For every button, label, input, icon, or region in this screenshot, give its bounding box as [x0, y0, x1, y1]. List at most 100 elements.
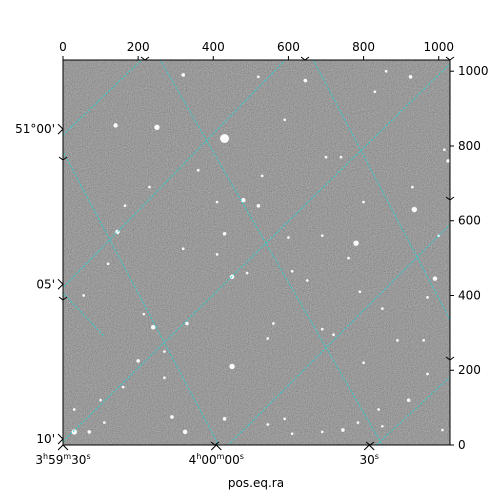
star: [220, 133, 230, 143]
star: [408, 75, 413, 79]
star: [222, 417, 227, 421]
dec-tick-mark: [57, 278, 64, 290]
star: [341, 428, 345, 432]
grid-line: [63, 62, 450, 443]
star: [229, 363, 235, 370]
star: [305, 279, 309, 282]
star: [283, 417, 287, 421]
grid-line: [63, 150, 220, 445]
right-y-tick-label: 800: [458, 139, 481, 153]
top-x-tick-label: 0: [59, 40, 67, 54]
star: [426, 372, 429, 376]
star: [381, 424, 384, 428]
grid-line: [312, 60, 450, 321]
top-x-tick-label: 400: [202, 40, 225, 54]
star: [356, 421, 360, 424]
star: [82, 294, 86, 297]
ra-tick-label: 3h59m30s: [35, 452, 90, 467]
top-x-tick-label: 200: [127, 40, 150, 54]
star: [381, 307, 384, 310]
star: [71, 429, 77, 435]
plot-area: [62, 59, 451, 446]
star: [384, 69, 388, 73]
star: [320, 234, 324, 238]
star: [215, 200, 219, 204]
star: [320, 327, 324, 331]
star: [182, 429, 188, 435]
star: [106, 262, 110, 266]
dec-tick-label: 10': [36, 432, 55, 446]
plot-frame: [62, 59, 451, 446]
star: [339, 155, 343, 159]
star: [373, 90, 377, 94]
star: [441, 428, 444, 432]
star: [121, 385, 125, 389]
ra-tick-mark: [57, 444, 69, 451]
star: [150, 325, 156, 330]
grid-edge-tick: [210, 441, 220, 446]
star: [136, 359, 140, 363]
star: [260, 174, 264, 178]
dec-tick-label: 05': [36, 277, 55, 291]
star: [377, 408, 380, 411]
star: [353, 240, 359, 246]
grid-edge-tick: [58, 296, 68, 301]
star: [266, 423, 270, 426]
star: [426, 296, 429, 299]
right-y-tick-label: 400: [458, 288, 481, 302]
star: [287, 236, 290, 239]
star: [358, 290, 362, 294]
star: [181, 73, 186, 77]
right-y-tick-label: 0: [458, 438, 466, 452]
grid-line: [63, 60, 143, 136]
star: [256, 203, 261, 208]
grid-line: [159, 60, 383, 445]
star: [99, 398, 102, 402]
grid-line: [227, 223, 450, 445]
star: [446, 159, 450, 163]
star: [411, 206, 418, 213]
star: [362, 361, 365, 365]
star: [290, 432, 294, 436]
x-axis-label: pos.eq.ra: [228, 476, 284, 490]
star: [257, 75, 260, 79]
ra-tick-mark: [210, 444, 222, 451]
star: [347, 256, 350, 260]
ra-tick-label: 30s: [359, 452, 378, 467]
star: [148, 185, 151, 189]
star: [320, 430, 324, 434]
star: [163, 350, 166, 353]
ra-tick-mark: [363, 444, 375, 451]
star: [142, 312, 146, 316]
top-x-tick-label: 600: [277, 40, 300, 54]
star: [215, 253, 219, 256]
grid-edge-tick: [365, 441, 375, 446]
star: [303, 78, 308, 83]
coordinate-grid: [63, 60, 450, 445]
star: [422, 338, 426, 342]
star: [332, 333, 335, 337]
star: [324, 155, 328, 159]
ra-tick-label: 4h00m00s: [189, 452, 244, 467]
grid-edge-tick: [445, 356, 455, 361]
grid-edge-tick: [300, 56, 310, 61]
star: [432, 276, 438, 281]
top-x-tick-label: 1000: [423, 40, 454, 54]
grid-line: [375, 376, 450, 445]
star: [154, 124, 160, 130]
grid-line: [63, 60, 286, 289]
star: [266, 337, 270, 340]
star: [185, 321, 189, 326]
right-y-tick-label: 600: [458, 214, 481, 228]
stars-layer: [71, 69, 450, 436]
star: [123, 204, 127, 208]
ticks-layer: [57, 56, 455, 451]
dec-tick-mark: [57, 433, 64, 445]
grid-line: [63, 292, 105, 337]
star: [396, 338, 399, 342]
star: [87, 430, 92, 434]
right-y-tick-label: 1000: [458, 64, 489, 78]
grid-edge-tick: [445, 56, 455, 61]
star: [283, 118, 287, 122]
